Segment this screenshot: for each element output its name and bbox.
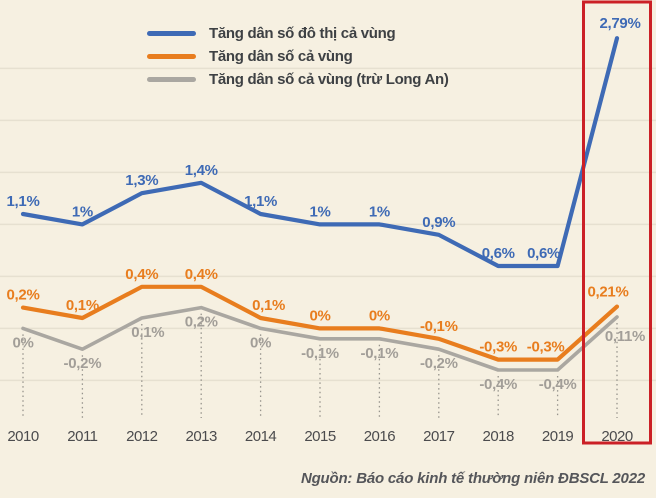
- value-label: -0,2%: [420, 355, 458, 372]
- legend: Tăng dân số đô thị cả vùng Tăng dân số c…: [147, 25, 449, 88]
- value-label: 1%: [369, 203, 390, 220]
- value-label: 0,4%: [185, 266, 218, 283]
- value-label: 0,11%: [605, 328, 645, 345]
- year-label: 2018: [483, 428, 515, 445]
- value-label: -0,3%: [527, 339, 565, 356]
- value-label: 0,1%: [66, 297, 99, 314]
- value-label: 1,4%: [185, 162, 218, 179]
- value-label: -0,1%: [301, 345, 339, 362]
- region-population-growth-line: [20, 284, 620, 362]
- urban-line-swatch: [147, 31, 196, 36]
- value-label: 0,2%: [185, 314, 218, 331]
- value-label: 0,1%: [252, 297, 285, 314]
- year-label: 2010: [7, 428, 39, 445]
- legend-label-region: Tăng dân số cả vùng: [209, 48, 353, 65]
- value-label: -0,1%: [420, 318, 458, 335]
- value-label: -0,1%: [361, 345, 399, 362]
- source-note: Nguồn: Báo cáo kinh tế thường niên ĐBSCL…: [300, 470, 645, 487]
- year-label: 2019: [542, 428, 574, 445]
- value-label: 1%: [72, 203, 93, 220]
- value-label: 1,1%: [244, 193, 277, 210]
- value-label: 0%: [309, 307, 330, 324]
- year-label: 2017: [423, 428, 455, 445]
- value-label: 0,4%: [125, 266, 158, 283]
- value-label: -0,4%: [479, 376, 517, 393]
- legend-label-region-excl-longan: Tăng dân số cả vùng (trừ Long An): [209, 71, 449, 88]
- value-label: -0,2%: [64, 355, 102, 372]
- value-label: 0%: [369, 307, 390, 324]
- year-label: 2014: [245, 428, 277, 445]
- region-excl-longan-line-swatch: [147, 77, 196, 82]
- year-label: 2013: [186, 428, 218, 445]
- highlight-2020-box: [582, 0, 652, 445]
- value-label: 0,9%: [422, 214, 455, 231]
- year-label: 2011: [67, 428, 97, 445]
- value-label: 0,21%: [587, 284, 628, 301]
- legend-item-region: Tăng dân số cả vùng: [147, 48, 449, 65]
- value-label: 2,79%: [599, 15, 640, 32]
- year-label: 2020: [601, 428, 633, 445]
- value-label: 1,1%: [7, 193, 40, 210]
- region-line-swatch: [147, 54, 196, 59]
- value-label: -0,4%: [539, 376, 577, 393]
- legend-item-region-excl-longan: Tăng dân số cả vùng (trừ Long An): [147, 71, 449, 88]
- urban-population-growth-line: [20, 36, 620, 269]
- value-label: 0%: [12, 334, 33, 351]
- year-label: 2016: [364, 428, 396, 445]
- legend-item-urban: Tăng dân số đô thị cả vùng: [147, 25, 449, 42]
- year-label: 2015: [304, 428, 336, 445]
- value-label: 0,6%: [527, 245, 560, 262]
- value-label: 0,1%: [131, 324, 164, 341]
- value-label: 1,3%: [125, 172, 158, 189]
- value-label: 0,6%: [482, 245, 515, 262]
- region-excl-longan-growth-line: [21, 305, 619, 372]
- year-label: 2012: [126, 428, 158, 445]
- value-label: 1%: [309, 203, 330, 220]
- value-label: -0,3%: [479, 339, 517, 356]
- value-label: 0,2%: [7, 287, 40, 304]
- value-label: 0%: [250, 334, 271, 351]
- legend-label-urban: Tăng dân số đô thị cả vùng: [209, 25, 396, 42]
